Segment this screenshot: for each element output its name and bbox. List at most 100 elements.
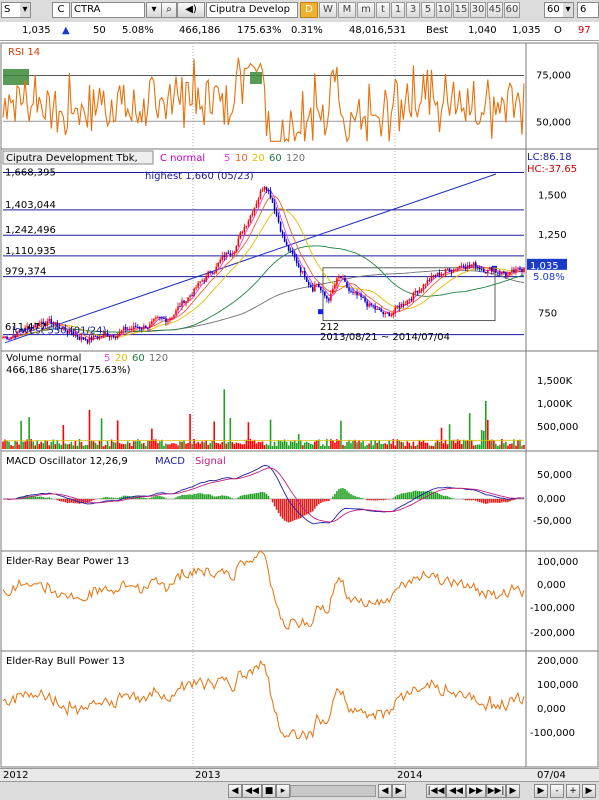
period-select[interactable]: 60 ▾ <box>544 2 574 18</box>
volume-bar <box>281 441 284 449</box>
macd-histogram-bar <box>414 490 417 499</box>
sound-button[interactable]: ◀) <box>177 2 205 18</box>
volume-bar <box>495 443 497 449</box>
volume-bar <box>426 442 429 449</box>
volume-bar <box>22 441 24 449</box>
macd-histogram-bar <box>217 496 220 499</box>
macd-histogram-bar <box>501 499 503 503</box>
volume-bar <box>289 441 292 449</box>
volume-bar <box>82 445 85 449</box>
candle-body <box>462 265 465 268</box>
macd-histogram-bar <box>74 499 77 504</box>
candle-body <box>436 272 439 276</box>
timeframe-m-button[interactable]: m <box>357 2 375 18</box>
candle-body <box>472 262 475 265</box>
timeframe-45-button[interactable]: 45 <box>487 2 503 18</box>
box-range-label: 2013/08/21 ~ 2014/07/04 <box>320 332 450 343</box>
candle-body <box>122 327 125 331</box>
nav-start-button[interactable]: |◀◀ <box>426 784 446 798</box>
ticker-input[interactable]: CTRA <box>71 2 145 18</box>
zoom-out-button[interactable]: - <box>550 784 564 798</box>
macd-histogram-bar <box>187 494 189 499</box>
timeframe-10-button[interactable]: 10 <box>436 2 452 18</box>
nav-forward-button[interactable]: ▸ <box>276 784 290 798</box>
timeframe-1-button[interactable]: 1 <box>391 2 405 18</box>
candle-body <box>428 280 431 282</box>
volume-title: Volume normal <box>6 353 81 364</box>
macd-histogram-bar <box>480 499 483 503</box>
nav-play-button[interactable]: ▶ <box>506 784 520 798</box>
timeframe-15-button[interactable]: 15 <box>453 2 469 18</box>
volume-ma-60: 60 <box>132 353 145 364</box>
market-label[interactable]: C <box>52 2 70 18</box>
timeframe-M-button[interactable]: M <box>338 2 356 18</box>
macd-histogram-bar <box>203 494 205 499</box>
rsi-overbought-fill <box>3 69 29 85</box>
macd-histogram-bar <box>354 495 356 499</box>
candle-body <box>205 276 207 282</box>
timeframe-D-button[interactable]: D <box>300 2 318 18</box>
timeframe-60-button[interactable]: 60 <box>504 2 520 18</box>
macd-histogram-bar <box>358 497 360 499</box>
chart-area[interactable]: RSI 14 75,000 50,000 Ciputra Development Tb… <box>0 41 599 768</box>
candle-body <box>231 253 234 255</box>
bull-title: Elder-Ray Bull Power 13 <box>6 656 125 667</box>
macd-panel-frame <box>0 450 527 552</box>
zoom-in-button[interactable]: + <box>566 784 580 798</box>
volume-bar <box>207 445 209 449</box>
macd-histogram-bar <box>362 498 364 499</box>
macd-histogram-bar <box>46 497 49 499</box>
candle-body <box>311 287 314 292</box>
current-pct-label: 5.08% <box>533 272 565 283</box>
volume-bar <box>301 445 304 449</box>
volume-bar <box>328 445 330 449</box>
timeframe-30-button[interactable]: 30 <box>470 2 486 18</box>
candle-body <box>147 327 149 329</box>
nav-last-button[interactable]: ▶ <box>582 784 596 798</box>
scrollbar[interactable] <box>290 785 376 797</box>
page-select[interactable]: 6 <box>577 2 599 18</box>
timeframe-3-button[interactable]: 3 <box>406 2 420 18</box>
volume-bar <box>491 439 493 449</box>
macd-histogram-bar <box>38 496 41 499</box>
macd-histogram-bar <box>145 498 147 499</box>
nav-end-button[interactable]: ▶▶| <box>486 784 506 798</box>
volume-bar <box>444 439 447 449</box>
volume-bar <box>26 439 28 449</box>
nav-back-button[interactable]: ◀◀ <box>446 784 466 798</box>
candle-body <box>491 267 493 272</box>
nav-scroll-left-button[interactable]: ◀ <box>378 784 392 798</box>
nav-fwd-button[interactable]: ▶▶ <box>466 784 486 798</box>
macd-histogram-bar <box>448 497 451 499</box>
speaker-icon: ◀) <box>185 4 197 15</box>
candle-body <box>271 197 274 203</box>
volume-bar <box>116 420 119 449</box>
candle-body <box>400 303 403 308</box>
nav-prev-button[interactable]: ◀ <box>228 784 242 798</box>
volume-bar <box>388 440 391 449</box>
nav-scroll-right-button[interactable]: ▶ <box>392 784 406 798</box>
candle-body <box>438 272 441 276</box>
timeframe-t-button[interactable]: t <box>376 2 390 18</box>
macd-histogram-bar <box>378 499 380 501</box>
nav-stop-button[interactable]: ■ <box>262 784 276 798</box>
timeframe-5-button[interactable]: 5 <box>421 2 435 18</box>
macd-histogram-bar <box>334 493 336 499</box>
nav-first-button[interactable]: ◀◀ <box>242 784 262 798</box>
macd-histogram-bar <box>470 499 473 501</box>
candle-body <box>189 295 191 298</box>
candle-body <box>50 318 53 325</box>
volume-bar <box>299 440 302 449</box>
volume-bar <box>474 445 477 449</box>
timeframe-W-button[interactable]: W <box>319 2 337 18</box>
search-button[interactable]: ⌕ <box>161 2 177 18</box>
volume-bar <box>42 443 45 449</box>
ticker-dropdown-button[interactable]: ▾ <box>146 2 162 18</box>
price-hc-label: HC:-37.65 <box>527 164 577 175</box>
macd-histogram-bar <box>249 493 252 499</box>
candle-body <box>402 303 405 305</box>
nav-next-button[interactable]: ▶ <box>534 784 548 798</box>
market-select[interactable]: S ▾ <box>1 2 31 18</box>
macd-histogram-bar <box>519 498 521 499</box>
